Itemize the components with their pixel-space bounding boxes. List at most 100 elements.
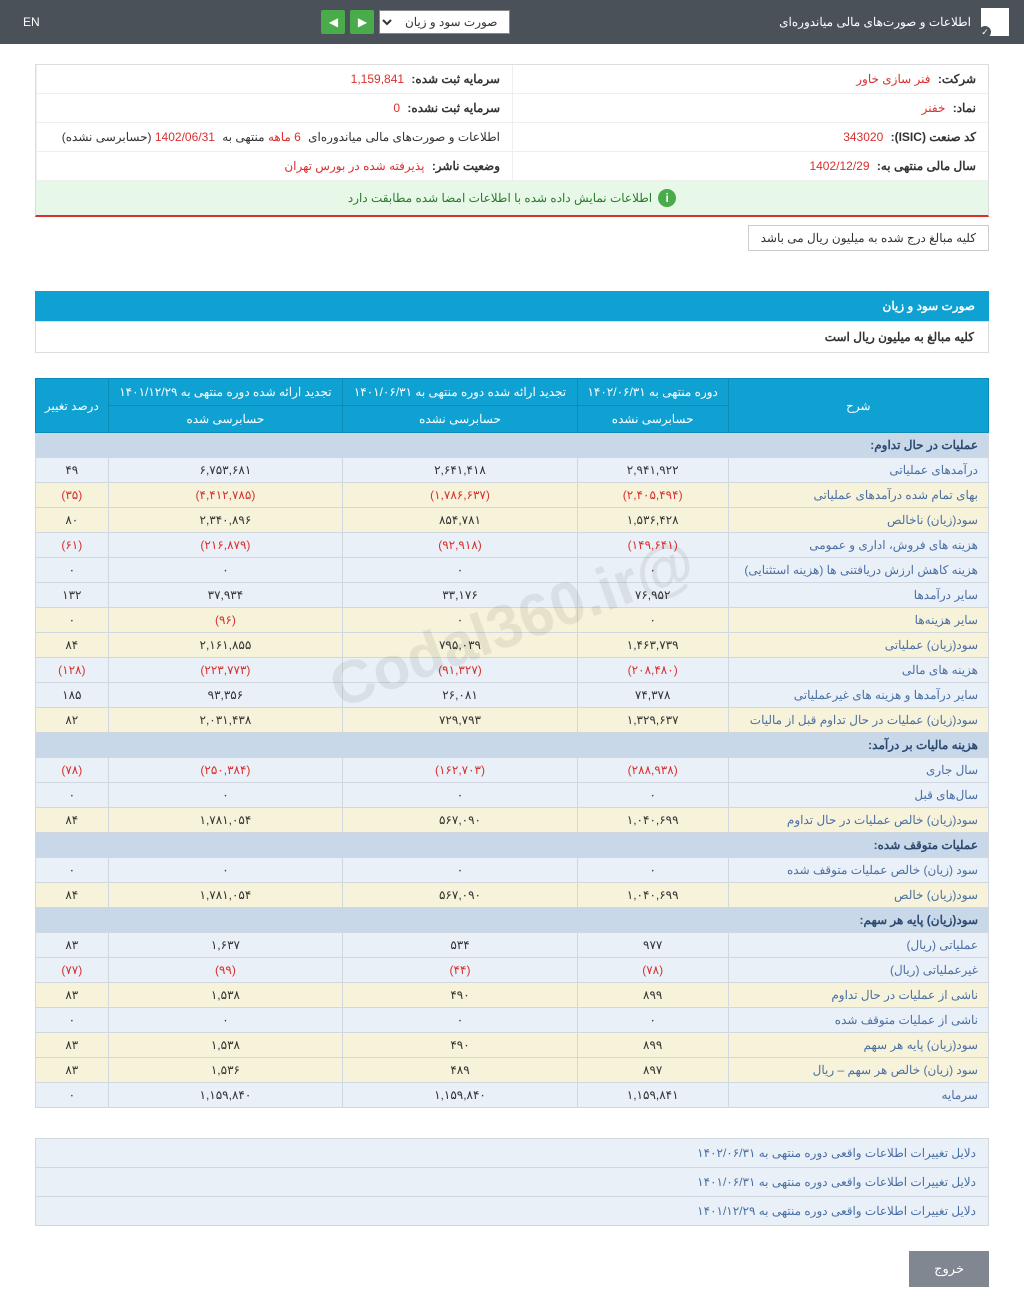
data-cell: ۱,۷۸۱,۰۵۴ [108,808,343,833]
row-label: غیرعملیاتی (ریال) [728,958,988,983]
data-cell: ۱,۱۵۹,۸۴۰ [343,1083,578,1108]
page-title: اطلاعات و صورت‌های مالی میاندوره‌ای [779,15,971,29]
data-cell: ۸۳ [36,1058,109,1083]
row-label: هزینه های مالی [728,658,988,683]
data-cell: (۱,۷۸۶,۶۳۷) [343,483,578,508]
data-cell: ۲,۹۴۱,۹۲۲ [577,458,728,483]
data-cell: ۲,۰۳۱,۴۳۸ [108,708,343,733]
data-cell: (۲۰۸,۴۸۰) [577,658,728,683]
currency-note: کلیه مبالغ درج شده به میلیون ریال می باش… [748,225,989,251]
data-cell: ۰ [108,858,343,883]
data-cell: ۰ [108,558,343,583]
data-cell: ۰ [577,1008,728,1033]
data-cell: ۱,۵۳۶ [108,1058,343,1083]
data-cell: ۱,۱۵۹,۸۴۱ [577,1083,728,1108]
data-cell: ۱۸۵ [36,683,109,708]
data-cell: ۰ [36,558,109,583]
next-button[interactable]: ▶ [350,10,374,34]
data-cell: (۲,۴۰۵,۴۹۴) [577,483,728,508]
row-label: سود(زیان) عملیاتی [728,633,988,658]
data-cell: ۳۷,۹۳۴ [108,583,343,608]
col-p2-sub: حسابرسی نشده [343,406,578,433]
data-cell: ۶,۷۵۳,۶۸۱ [108,458,343,483]
data-cell: ۴۹ [36,458,109,483]
data-cell: ۲,۱۶۱,۸۵۵ [108,633,343,658]
reason-row: دلایل تغییرات اطلاعات واقعی دوره منتهی ب… [36,1139,989,1168]
report-select[interactable]: صورت سود و زیان [379,10,510,34]
data-cell: (۹۲,۹۱۸) [343,533,578,558]
data-cell: ۸۵۴,۷۸۱ [343,508,578,533]
data-cell: ۸۴ [36,883,109,908]
data-cell: ۵۳۴ [343,933,578,958]
data-cell: ۰ [577,558,728,583]
data-cell: (۱۶۲,۷۰۳) [343,758,578,783]
info-icon: i [658,189,676,207]
data-cell: (۲۵۰,۳۸۴) [108,758,343,783]
interim-audit: (حسابرسی نشده) [62,130,152,144]
data-cell: ۷۹۵,۰۳۹ [343,633,578,658]
verification-banner: i اطلاعات نمایش داده شده با اطلاعات امضا… [36,181,988,215]
interim-label: اطلاعات و صورت‌های مالی میاندوره‌ای [308,130,500,144]
data-cell: ۰ [36,783,109,808]
data-cell: ۸۲ [36,708,109,733]
data-cell: ۷۴,۳۷۸ [577,683,728,708]
data-cell: ۰ [36,608,109,633]
interim-date: 1402/06/31 [155,130,215,144]
data-cell: ۵۶۷,۰۹۰ [343,808,578,833]
data-cell: ۰ [577,783,728,808]
section-title: صورت سود و زیان [35,291,989,321]
col-pct: درصد تغییر [36,379,109,433]
language-toggle[interactable]: EN [15,11,48,33]
data-cell: ۸۳ [36,983,109,1008]
data-cell: ۲,۳۴۰,۸۹۶ [108,508,343,533]
fy-end-label: سال مالی منتهی به: [877,159,976,173]
exit-button[interactable]: خروج [909,1251,989,1287]
data-cell: (۶۱) [36,533,109,558]
row-label: سود(زیان) خالص عملیات در حال تداوم [728,808,988,833]
data-cell: ۸۹۹ [577,983,728,1008]
row-label: بهای تمام شده درآمدهای عملیاتی [728,483,988,508]
reason-row: دلایل تغییرات اطلاعات واقعی دوره منتهی ب… [36,1197,989,1226]
col-desc: شرح [728,379,988,433]
row-label: سال‌های قبل [728,783,988,808]
row-label: سود (زیان) خالص عملیات متوقف شده [728,858,988,883]
data-cell: ۰ [108,1008,343,1033]
data-cell: ۷۲۹,۷۹۳ [343,708,578,733]
row-label: سود(زیان) ناخالص [728,508,988,533]
data-cell: (۹۶) [108,608,343,633]
row-label: ناشی از عملیات در حال تداوم [728,983,988,1008]
row-label: سود(زیان) پایه هر سهم [728,1033,988,1058]
data-cell: ۴۹۰ [343,983,578,1008]
interim-cell: اطلاعات و صورت‌های مالی میاندوره‌ای 6 ما… [36,123,512,152]
data-cell: ۰ [36,1083,109,1108]
fy-end-value: 1402/12/29 [809,159,869,173]
col-p3-sub: حسابرسی شده [108,406,343,433]
data-cell: ۰ [343,1008,578,1033]
data-cell: ۰ [36,1008,109,1033]
data-cell: (۷۸) [36,758,109,783]
data-cell: ۰ [108,783,343,808]
data-cell: ۸۴ [36,808,109,833]
data-cell: ۰ [343,558,578,583]
data-cell: (۷۸) [577,958,728,983]
top-bar: اطلاعات و صورت‌های مالی میاندوره‌ای صورت… [0,0,1024,44]
isic-label: کد صنعت (ISIC): [891,130,976,144]
data-cell: ۰ [343,783,578,808]
section-subtitle: کلیه مبالغ به میلیون ریال است [35,321,989,353]
banner-text: اطلاعات نمایش داده شده با اطلاعات امضا ش… [348,191,652,205]
data-cell: ۱,۵۳۸ [108,1033,343,1058]
group-header: عملیات در حال تداوم: [36,433,989,458]
data-cell: ۱,۰۴۰,۶۹۹ [577,883,728,908]
data-cell: ۷۶,۹۵۲ [577,583,728,608]
data-cell: ۰ [577,608,728,633]
row-label: سایر هزینه‌ها [728,608,988,633]
prev-button[interactable]: ◀ [321,10,345,34]
data-cell: ۱,۳۲۹,۶۳۷ [577,708,728,733]
company-label: شرکت: [938,72,976,86]
col-p3-top: تجدید ارائه شده دوره منتهی به ۱۴۰۱/۱۲/۲۹ [108,379,343,406]
data-cell: (۲۸۸,۹۳۸) [577,758,728,783]
data-cell: ۸۰ [36,508,109,533]
data-cell: ۴۹۰ [343,1033,578,1058]
data-cell: ۲۶,۰۸۱ [343,683,578,708]
row-label: سود (زیان) خالص هر سهم – ریال [728,1058,988,1083]
